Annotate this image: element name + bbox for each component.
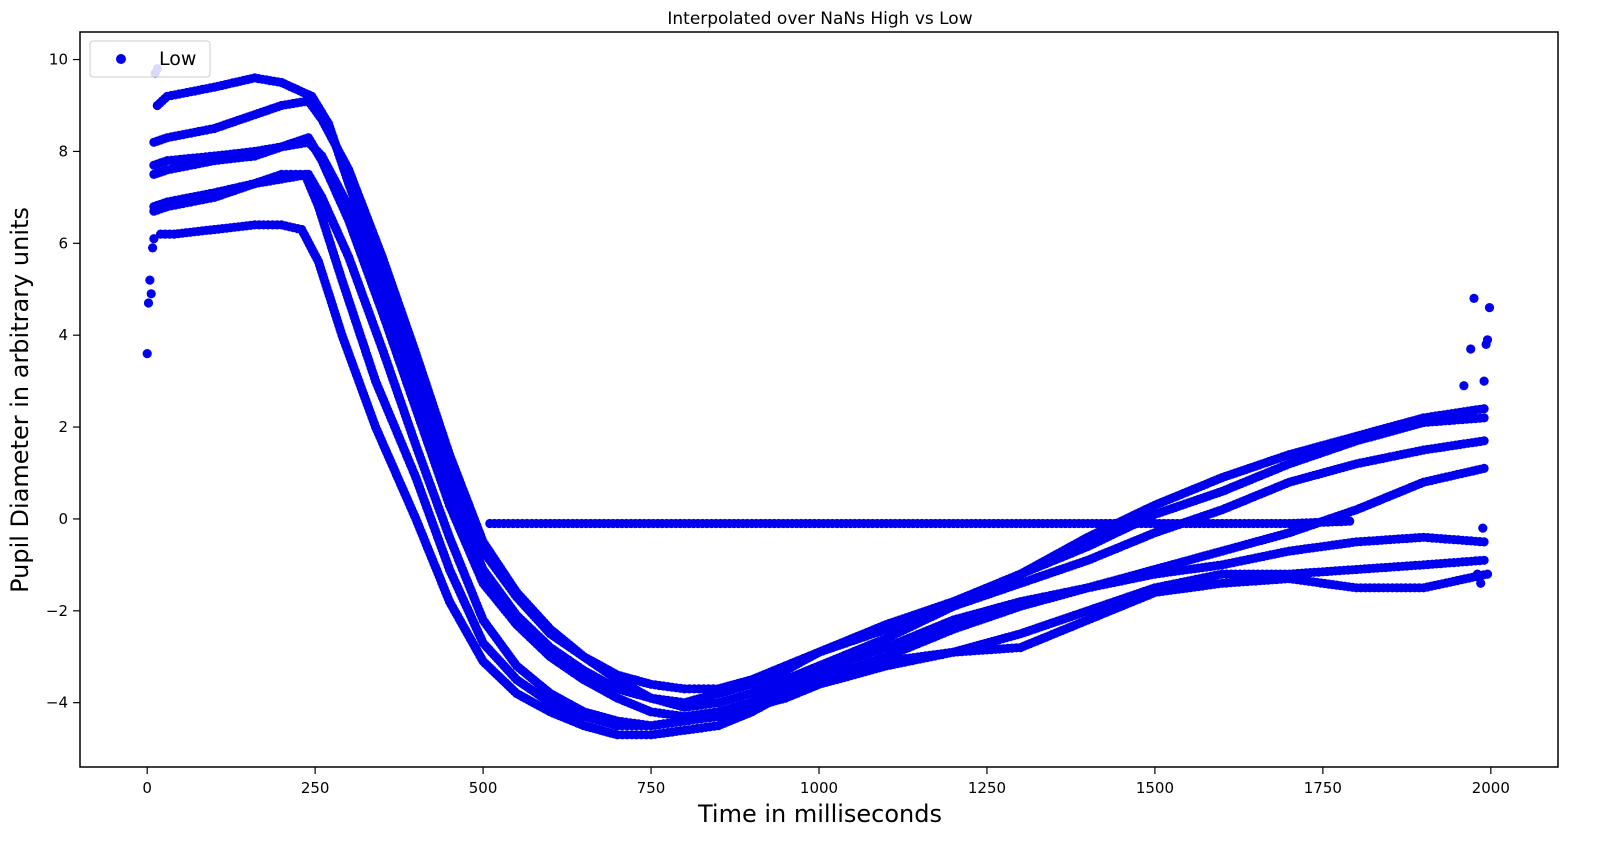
x-axis-label: Time in milliseconds [697, 800, 942, 828]
scatter-points [142, 64, 1495, 740]
chart-title: Interpolated over NaNs High vs Low [667, 9, 972, 29]
y-tick-label: 2 [58, 418, 68, 436]
data-point [1459, 381, 1469, 391]
x-tick-label: 750 [637, 779, 666, 797]
x-tick-label: 1000 [800, 779, 838, 797]
data-point [142, 349, 152, 359]
data-point [1479, 463, 1489, 473]
data-point [1479, 537, 1489, 547]
data-point [1476, 578, 1486, 588]
x-tick-label: 1500 [1136, 779, 1174, 797]
y-axis-label: Pupil Diameter in arbitrary units [6, 207, 34, 593]
data-point [1472, 569, 1482, 579]
data-point [1482, 335, 1493, 345]
legend-label-low: Low [159, 48, 196, 70]
y-tick-label: −4 [46, 694, 68, 712]
data-point [1345, 516, 1355, 526]
data-point [1479, 555, 1489, 565]
data-point [146, 289, 156, 299]
y-tick-label: −2 [46, 602, 68, 620]
y-tick-label: 10 [49, 51, 68, 69]
y-tick-label: 4 [58, 326, 68, 344]
y-tick-label: 8 [58, 142, 68, 160]
x-tick-label: 250 [301, 779, 330, 797]
data-point [1478, 523, 1488, 533]
legend-marker-low [116, 54, 126, 64]
data-point [149, 234, 159, 244]
x-tick-label: 1250 [968, 779, 1006, 797]
data-point [1466, 344, 1476, 354]
data-point [1479, 436, 1489, 446]
y-tick-label: 6 [58, 234, 68, 252]
data-point [143, 298, 154, 308]
data-point [1479, 413, 1489, 423]
data-point [1479, 404, 1489, 414]
legend-box [89, 40, 211, 78]
x-tick-label: 0 [142, 779, 152, 797]
data-point [148, 243, 158, 253]
x-tick-label: 2000 [1472, 779, 1510, 797]
legend: Low [89, 40, 211, 78]
x-tick-label: 500 [469, 779, 498, 797]
y-axis-ticks: −4 −2 0 2 4 6 8 10 [46, 51, 80, 712]
data-point [1484, 303, 1495, 313]
y-tick-label: 0 [58, 510, 68, 528]
x-tick-label: 1750 [1304, 779, 1342, 797]
x-axis-ticks: 0 250 500 750 1000 1250 1500 1750 2000 [142, 767, 1510, 797]
data-point [145, 275, 155, 285]
data-point [1482, 569, 1493, 579]
data-point [1469, 293, 1479, 303]
data-point [1479, 376, 1489, 386]
